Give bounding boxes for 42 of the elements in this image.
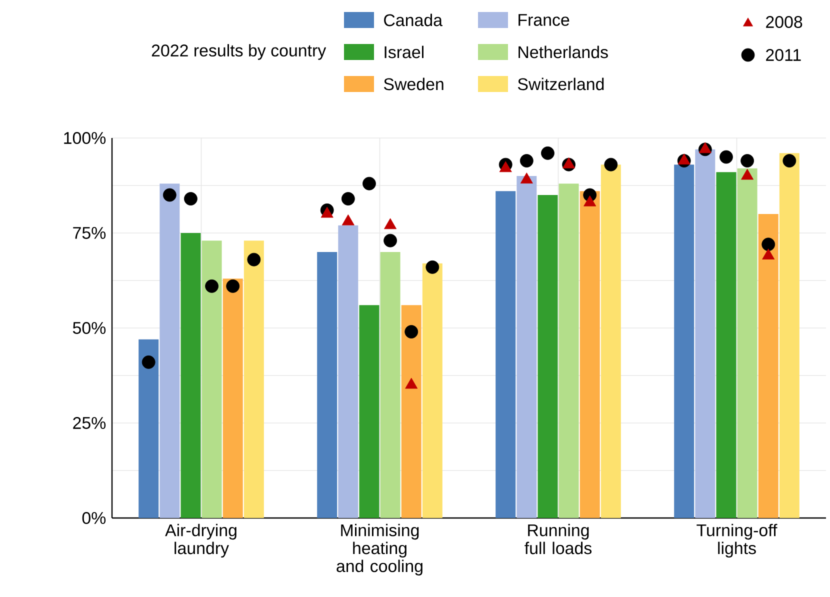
bar [516,176,537,518]
x-tick-label: Turning-off lights [696,524,778,558]
bar [222,278,243,518]
bar [380,252,400,518]
bar [317,252,338,518]
bar [180,232,201,518]
bar [674,164,694,518]
bar [580,191,600,518]
bar [359,305,380,518]
bar [758,214,778,518]
bar [737,168,758,518]
y-tick-label: 0% [82,512,106,524]
legend-label: Israel [384,46,424,58]
x-tick-label: Running full loads [524,524,592,554]
bar [202,240,222,518]
bar [338,225,358,518]
bar [695,149,716,518]
bar [558,184,579,518]
y-tick-label: 75% [73,227,106,239]
bar [422,263,442,518]
bar [538,194,558,518]
bar [160,184,180,518]
legend-label: 2008 [766,16,802,28]
legend-label: Canada [384,14,443,26]
legend-label: Sweden [384,78,444,90]
bar [779,153,800,518]
bar [401,305,422,518]
legend-label: Switzerland [518,78,604,90]
legend-label: Netherlands [518,46,608,58]
y-tick-label: 50% [72,322,106,334]
bar [244,240,264,518]
x-tick-label: Minimising heating and cooling [336,524,422,576]
bar [600,164,621,518]
bar [496,191,516,518]
bar [138,339,159,518]
legend-title: 2022 results by country [152,44,326,60]
y-tick-label: 25% [73,416,106,429]
legend-label: 2011 [766,48,801,61]
legend-label: France [518,14,570,26]
y-tick-label: 100% [64,132,106,144]
x-tick-label: Air-drying laundry [165,524,236,558]
bar [716,172,736,518]
